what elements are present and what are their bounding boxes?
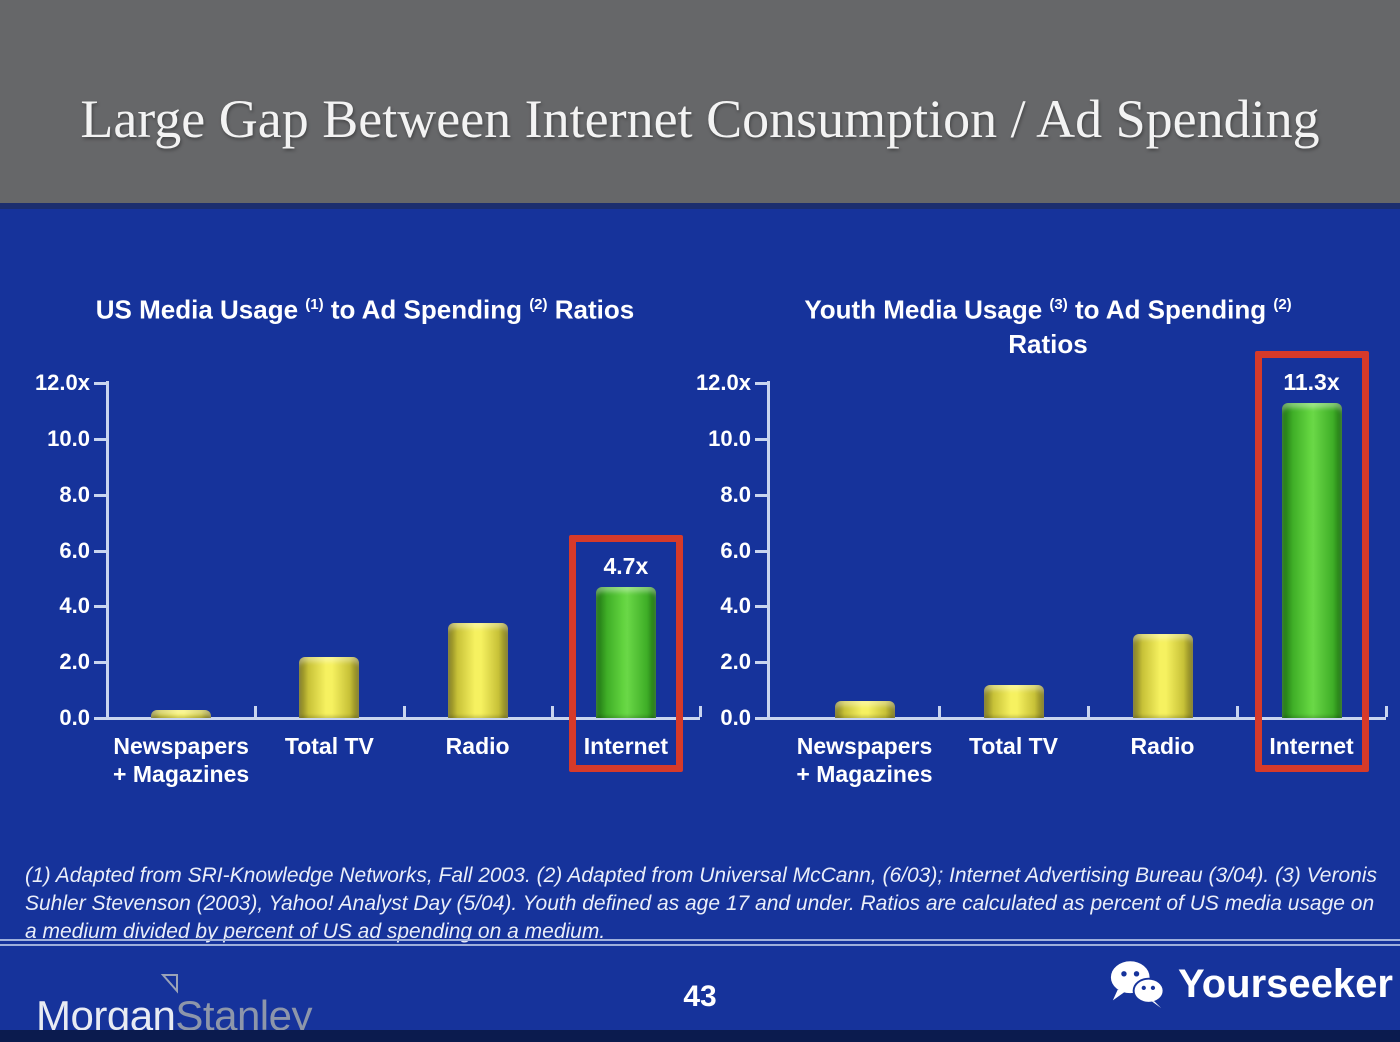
youth-media-chart-bar-internet xyxy=(1281,402,1342,718)
us-media-chart-highlight-box xyxy=(568,534,683,772)
us-media-chart-bar-newspapers xyxy=(151,709,212,718)
youth-media-chart-y-tick xyxy=(755,382,768,385)
youth-media-chart-y-tick xyxy=(755,717,768,720)
youth-media-chart-category-label: Radio xyxy=(1130,733,1195,759)
youth-media-chart-category-label: Internet xyxy=(1269,733,1354,759)
us-media-chart-y-tick-label: 8.0 xyxy=(59,481,90,507)
youth-media-chart-x-axis xyxy=(768,717,1386,720)
us-media-chart-x-tick xyxy=(550,706,554,717)
youth-media-chart-y-tick-label: 6.0 xyxy=(720,537,751,563)
wechat-icon xyxy=(1110,961,1165,1009)
youth-media-chart-y-tick-label: 12.0x xyxy=(695,370,751,395)
us-media-chart-y-tick xyxy=(94,549,107,553)
footer-divider xyxy=(0,939,1400,946)
yourseeker-label: Yourseeker xyxy=(1178,961,1393,1006)
youth-media-chart-y-tick xyxy=(755,493,768,497)
youth-media-chart-x-tick xyxy=(1087,706,1090,717)
youth-media-chart-y-tick xyxy=(755,661,768,665)
us-media-chart-title: US Media Usage (1) to Ad Spending (2) Ra… xyxy=(95,294,635,325)
bottom-strip xyxy=(0,1030,1400,1042)
us-media-chart-y-tick-label: 0.0 xyxy=(59,705,90,730)
youth-media-chart-bar-newspapers xyxy=(834,701,895,718)
us-media-chart-category-label: Internet xyxy=(583,733,669,759)
morgan-stanley-triangle-icon xyxy=(160,974,178,994)
us-media-chart-y-tick-label: 12.0x xyxy=(34,370,90,395)
us-media-chart-value-label: 4.7x xyxy=(603,552,649,579)
yourseeker-brand: Yourseeker xyxy=(1108,958,1393,1010)
us-media-chart-y-tick xyxy=(94,382,107,385)
youth-media-chart-bar-radio xyxy=(1132,634,1193,718)
page-number: 43 xyxy=(683,980,717,1013)
youth-media-chart-y-tick-label: 0.0 xyxy=(720,705,751,730)
youth-media-chart-category-label: Newspapers + Magazines xyxy=(796,733,933,787)
youth-media-chart-y-tick xyxy=(755,549,768,553)
youth-media-chart-x-tick xyxy=(1385,706,1388,717)
us-media-chart-y-tick xyxy=(94,437,107,441)
youth-media-chart-y-tick-label: 10.0 xyxy=(708,425,751,451)
footnote-text: (1) Adapted from SRI-Knowledge Networks,… xyxy=(25,864,1377,943)
youth-media-chart-y-tick-label: 8.0 xyxy=(720,481,751,507)
us-media-chart-y-tick-label: 2.0 xyxy=(59,649,90,675)
us-media-chart-y-tick xyxy=(94,717,107,720)
youth-media-chart-y-tick xyxy=(755,605,768,609)
us-media-chart-y-tick xyxy=(94,493,107,497)
us-media-chart-x-tick xyxy=(254,706,258,717)
us-media-chart-y-tick-label: 10.0 xyxy=(47,425,90,451)
us-media-chart-bar-internet xyxy=(595,586,656,718)
youth-media-chart-x-tick xyxy=(938,706,941,717)
us-media-chart-category-label: Newspapers + Magazines xyxy=(113,733,250,787)
us-media-chart-y-tick xyxy=(94,605,107,609)
youth-media-chart-y-tick xyxy=(755,437,768,441)
us-media-chart-category-label: Total TV xyxy=(284,733,374,759)
youth-media-chart-x-tick xyxy=(1236,706,1239,717)
us-media-chart-x-tick xyxy=(699,706,702,717)
us-media-chart-y-axis xyxy=(106,381,109,720)
youth-media-chart-bar-total-tv xyxy=(983,684,1044,718)
youth-media-chart-value-label: 11.3x xyxy=(1283,368,1340,395)
us-media-chart-y-tick-label: 4.0 xyxy=(59,593,90,619)
slide-header: Large Gap Between Internet Consumption /… xyxy=(0,0,1400,203)
us-media-chart-y-tick xyxy=(94,661,107,665)
youth-media-chart-highlight-box xyxy=(1254,350,1369,772)
youth-media-chart-y-tick-label: 4.0 xyxy=(720,593,751,619)
youth-media-chart-y-tick-label: 2.0 xyxy=(720,649,751,675)
us-media-chart-y-tick-label: 6.0 xyxy=(59,537,90,563)
youth-media-chart-y-axis xyxy=(767,381,770,720)
us-media-chart-x-tick xyxy=(402,706,406,717)
us-media-chart-category-label: Radio xyxy=(445,733,510,759)
us-media-chart-bar-total-tv xyxy=(299,656,360,718)
slide-title: Large Gap Between Internet Consumption /… xyxy=(80,89,1320,149)
us-media-chart-bar-radio xyxy=(447,623,508,718)
header-divider xyxy=(0,203,1400,209)
us-media-chart-x-axis xyxy=(107,717,700,720)
youth-media-chart-category-label: Total TV xyxy=(968,733,1058,759)
youth-media-chart-title: Youth Media Usage (3) to Ad Spending (2)… xyxy=(804,294,1292,359)
